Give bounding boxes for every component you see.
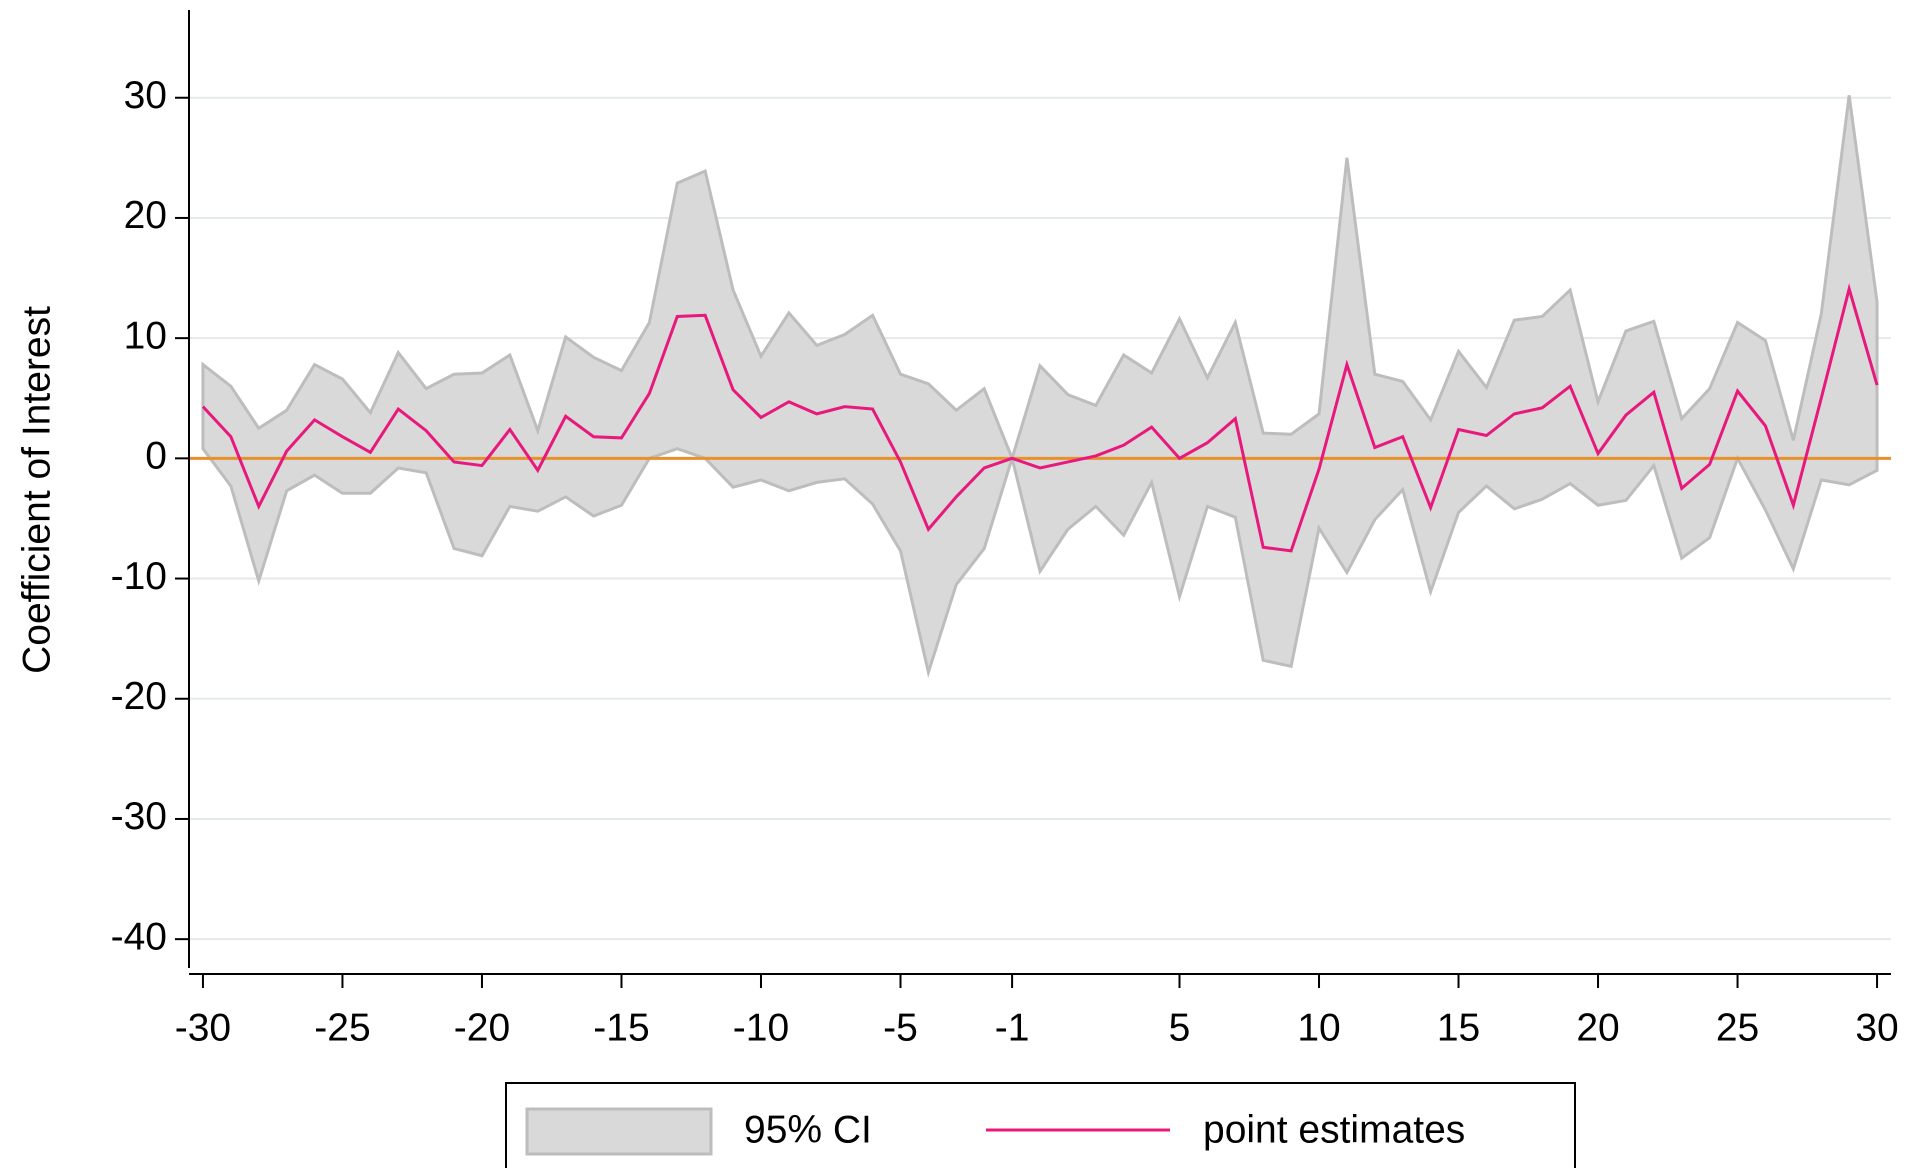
y-axis-label: Coefficient of Interest [15, 306, 58, 674]
legend-label: 95% CI [744, 1108, 872, 1151]
y-tick-label: 0 [145, 435, 167, 478]
x-tick-label: 25 [1716, 1006, 1759, 1049]
y-tick-label: 30 [124, 74, 167, 117]
x-tick-label: 20 [1576, 1006, 1619, 1049]
y-tick-label: -40 [111, 915, 167, 958]
series-line [201, 283, 1879, 553]
x-tick-label: -1 [995, 1006, 1030, 1049]
y-tick-label: 20 [124, 194, 167, 237]
x-tick-label: 15 [1437, 1006, 1480, 1049]
x-tick-label: -10 [733, 1006, 789, 1049]
y-tick-label: 10 [124, 314, 167, 357]
x-tick-label: 10 [1297, 1006, 1340, 1049]
legend-label: point estimates [1203, 1108, 1465, 1151]
y-tick-label: -30 [111, 795, 167, 838]
y-tick-label: -10 [111, 555, 167, 598]
x-tick-label: 30 [1855, 1006, 1898, 1049]
x-tick-label: -15 [593, 1006, 649, 1049]
x-tick-label: -5 [883, 1006, 918, 1049]
x-tick-label: -30 [175, 1006, 231, 1049]
legend-swatch [525, 1107, 713, 1156]
x-tick-label: -20 [454, 1006, 510, 1049]
ci-band [201, 95, 1879, 678]
y-tick-label: -20 [111, 675, 167, 718]
x-tick-label: 5 [1169, 1006, 1191, 1049]
x-tick-label: -25 [314, 1006, 370, 1049]
